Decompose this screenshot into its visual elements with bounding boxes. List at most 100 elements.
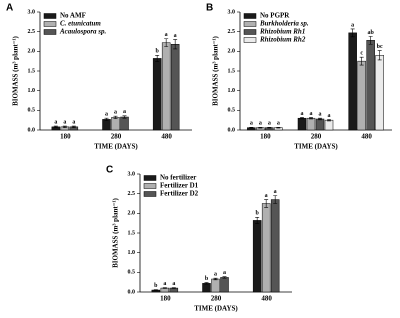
significance-letter: a (72, 119, 75, 125)
x-axis-label: TIME (DAYS) (94, 143, 138, 151)
legend-swatch (43, 29, 57, 35)
significance-letter: b (154, 283, 158, 289)
significance-letter: b (255, 211, 259, 217)
y-tick-label: 1.5 (128, 230, 136, 236)
legend-label: C. etunicatum (60, 20, 101, 28)
error-bar (71, 125, 76, 128)
significance-letter: ab (367, 30, 374, 36)
y-tick-label: 2.5 (28, 29, 36, 35)
bar (270, 199, 280, 293)
significance-letter: a (163, 281, 166, 287)
significance-letter: a (328, 113, 331, 119)
x-axis-label: TIME (DAYS) (294, 143, 338, 151)
bar (111, 117, 120, 131)
bar (297, 117, 307, 131)
x-tick-label: 180 (160, 295, 171, 303)
bar (306, 117, 316, 131)
significance-letter: c (360, 51, 363, 57)
bar (375, 55, 384, 131)
bar (252, 220, 262, 293)
error-bar (171, 287, 176, 289)
bar (348, 32, 357, 131)
significance-letter: a (259, 121, 262, 127)
bar (315, 118, 325, 131)
error-bar (153, 289, 158, 291)
y-tick-label: 2.5 (228, 29, 236, 35)
x-tick-label: 480 (261, 295, 272, 303)
error-bar (104, 117, 109, 121)
bar (152, 58, 162, 131)
y-tick-label: 2.0 (228, 49, 236, 55)
legend-label: No fertilizer (160, 174, 196, 182)
x-tick-label: 280 (311, 133, 322, 141)
significance-letter: a (174, 33, 177, 39)
significance-letter: a (265, 193, 268, 199)
significance-letter: a (172, 281, 175, 287)
y-tick-label: 0.0 (228, 127, 236, 133)
error-bar (213, 277, 218, 281)
bar (211, 278, 220, 293)
y-tick-label: 2.5 (128, 191, 136, 197)
legend-swatch (143, 175, 157, 181)
error-bar (359, 56, 364, 66)
legend-label: No AMF (60, 12, 86, 20)
error-bar (276, 126, 281, 129)
significance-letter: a (351, 22, 354, 28)
y-tick-label: 2.0 (28, 49, 36, 55)
error-bar (318, 117, 322, 121)
y-tick-label: 1.5 (228, 68, 236, 74)
y-tick-label: 0.0 (28, 127, 36, 133)
legend-swatch (43, 13, 57, 19)
error-bar (368, 36, 373, 45)
error-bar (300, 117, 304, 120)
x-tick-label: 280 (211, 295, 222, 303)
y-tick-label: 3.0 (28, 9, 36, 15)
significance-letter: a (250, 121, 253, 127)
error-bar (377, 50, 382, 61)
x-tick-label: 480 (361, 133, 372, 141)
legend-label: Burkholderia sp. (259, 20, 309, 28)
panel-label: A (6, 3, 13, 14)
significance-letter: a (63, 119, 66, 125)
y-tick-label: 0.5 (228, 108, 236, 114)
y-tick-label: 1.0 (228, 88, 236, 94)
error-bar (267, 126, 272, 129)
significance-letter: a (277, 121, 280, 127)
bar (161, 42, 171, 131)
error-bar (222, 276, 227, 279)
legend-label: No PGPR (260, 12, 290, 20)
y-tick-label: 3.0 (128, 171, 136, 177)
x-tick-label: 280 (111, 133, 122, 141)
bar (102, 119, 111, 131)
x-tick-label: 180 (60, 133, 71, 141)
y-tick-label: 3.0 (228, 9, 236, 15)
legend-swatch (43, 21, 57, 27)
error-bar (164, 38, 169, 47)
significance-letter: a (301, 111, 304, 117)
error-bar (53, 125, 58, 128)
error-bar (173, 39, 178, 50)
legend-label: Rhizobium Rh2 (259, 36, 306, 44)
y-axis-label: BIOMASS (m³ plant⁻¹) (112, 197, 120, 267)
significance-letter: a (223, 270, 226, 276)
error-bar (249, 126, 254, 129)
legend-swatch (243, 21, 257, 27)
significance-letter: b (155, 49, 159, 55)
significance-letter: a (54, 119, 57, 125)
legend-label: Rhizobium Rh1 (259, 28, 305, 36)
legend-label: Fertilizer D1 (160, 182, 199, 190)
y-tick-label: 1.0 (128, 250, 136, 256)
y-tick-label: 1.5 (28, 68, 36, 74)
x-tick-label: 180 (260, 133, 271, 141)
bar (366, 40, 375, 131)
significance-letter: bc (377, 44, 383, 50)
significance-letter: a (165, 32, 168, 38)
error-bar (62, 125, 67, 128)
legend-swatch (243, 29, 257, 35)
y-axis-label: BIOMASS (m³ plant⁻¹) (12, 35, 20, 105)
y-tick-label: 0.5 (28, 108, 36, 114)
x-tick-label: 480 (161, 133, 172, 141)
error-bar (327, 119, 331, 122)
bar (261, 203, 271, 293)
panel-label: B (206, 3, 213, 14)
